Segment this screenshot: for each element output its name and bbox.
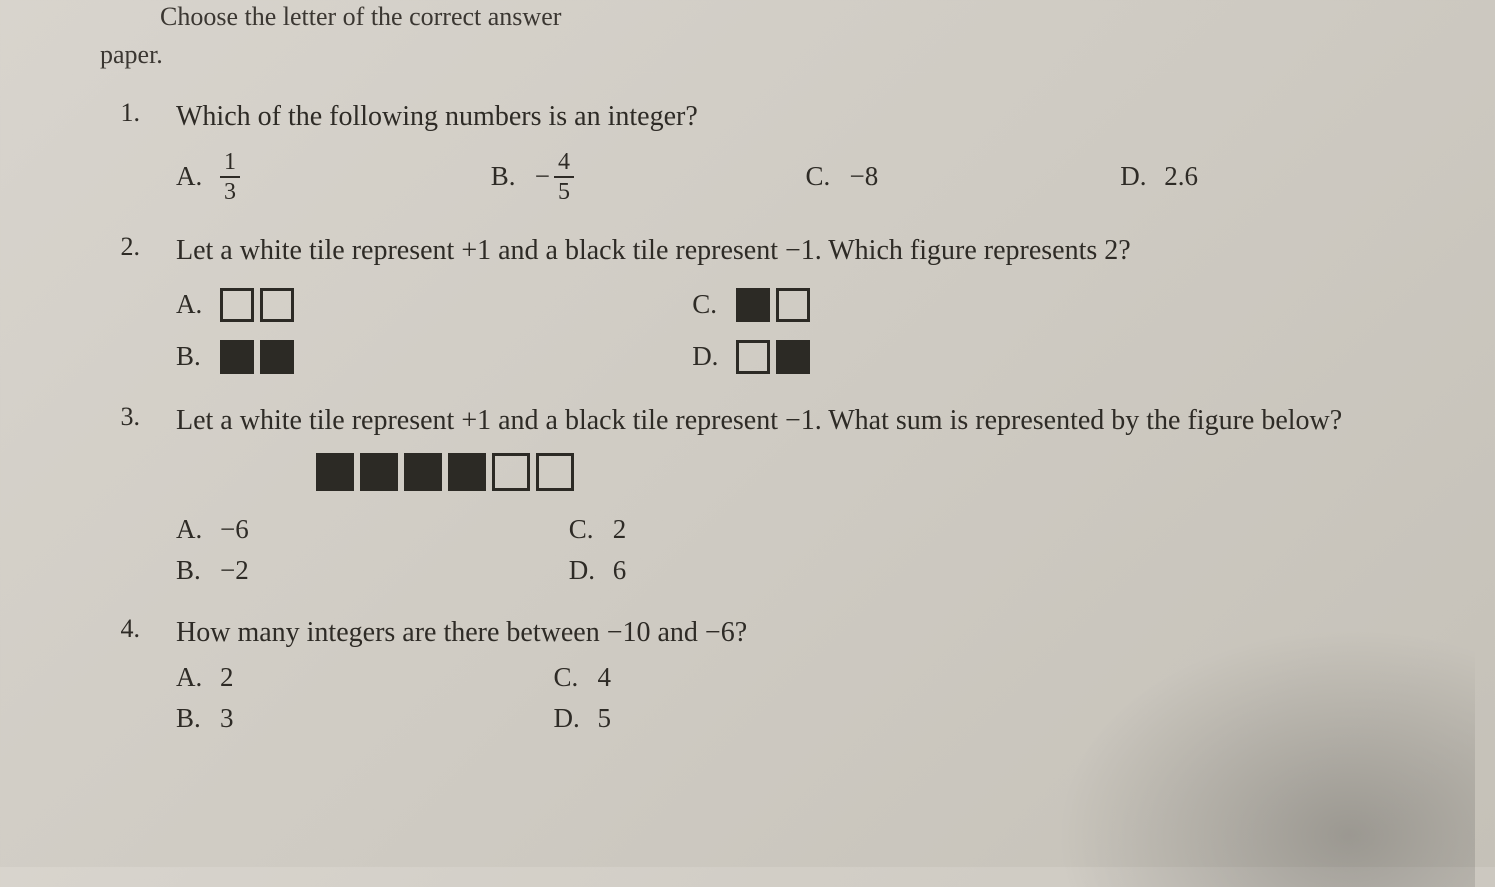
choice-c[interactable]: C. bbox=[692, 288, 1208, 322]
choice-value: 6 bbox=[613, 555, 627, 586]
question-text: Let a white tile represent +1 and a blac… bbox=[176, 402, 1435, 440]
instructions-line1: Choose the letter of the correct answer bbox=[160, 0, 1435, 32]
choice-value: 5 bbox=[598, 703, 612, 734]
choice-letter: A. bbox=[176, 514, 206, 545]
choices-col-left: A. −6 B. −2 bbox=[176, 514, 249, 586]
choice-letter: B. bbox=[176, 341, 206, 372]
choice-d[interactable]: D. 2.6 bbox=[1120, 150, 1435, 204]
choice-letter: B. bbox=[176, 555, 206, 586]
choices-columns: A. −6 B. −2 C. 2 D. 6 bbox=[176, 514, 1435, 586]
question-number: 4. bbox=[100, 614, 140, 734]
choice-letter: C. bbox=[569, 514, 599, 545]
choices-col-left: A. 2 B. 3 bbox=[176, 662, 234, 734]
choice-value: 2 bbox=[220, 662, 234, 693]
fraction-icon: 4 5 bbox=[554, 150, 574, 204]
white-tile-icon bbox=[260, 288, 294, 322]
black-tile-icon bbox=[360, 453, 398, 491]
choice-letter: A. bbox=[176, 161, 206, 192]
choice-c[interactable]: C. 4 bbox=[554, 662, 612, 693]
black-tile-icon bbox=[448, 453, 486, 491]
question-3: 3. Let a white tile represent +1 and a b… bbox=[100, 402, 1435, 587]
tile-group bbox=[736, 340, 810, 374]
choices-grid: A. C. B. D. bbox=[176, 288, 1208, 374]
choice-b[interactable]: B. −2 bbox=[176, 555, 249, 586]
fraction-denominator: 3 bbox=[220, 176, 240, 204]
fraction-numerator: 4 bbox=[554, 150, 574, 176]
choice-c[interactable]: C. 2 bbox=[569, 514, 627, 545]
choice-value: −2 bbox=[220, 555, 249, 586]
choice-letter: D. bbox=[692, 341, 722, 372]
question-number: 1. bbox=[100, 98, 140, 204]
choice-b[interactable]: B. − 4 5 bbox=[491, 150, 806, 204]
white-tile-icon bbox=[736, 340, 770, 374]
choice-letter: C. bbox=[692, 289, 722, 320]
white-tile-icon bbox=[220, 288, 254, 322]
question-body: Let a white tile represent +1 and a blac… bbox=[176, 402, 1435, 587]
question-number: 2. bbox=[100, 232, 140, 374]
choices-columns: A. 2 B. 3 C. 4 D. 5 bbox=[176, 662, 1435, 734]
tile-group bbox=[736, 288, 810, 322]
choice-letter: B. bbox=[176, 703, 206, 734]
choice-value: 2.6 bbox=[1164, 161, 1198, 192]
choice-d[interactable]: D. 5 bbox=[554, 703, 612, 734]
worksheet-page: Choose the letter of the correct answer … bbox=[100, 0, 1435, 867]
instructions-line2: paper. bbox=[100, 40, 1435, 70]
negative-fraction: − 4 5 bbox=[535, 150, 574, 204]
choice-letter: A. bbox=[176, 289, 206, 320]
fraction-denominator: 5 bbox=[554, 176, 574, 204]
tile-group bbox=[316, 453, 574, 491]
choice-b[interactable]: B. bbox=[176, 340, 692, 374]
choice-value: 4 bbox=[598, 662, 612, 693]
minus-sign: − bbox=[535, 161, 550, 192]
black-tile-icon bbox=[220, 340, 254, 374]
question-text: Let a white tile represent +1 and a blac… bbox=[176, 232, 1435, 270]
black-tile-icon bbox=[260, 340, 294, 374]
white-tile-icon bbox=[492, 453, 530, 491]
white-tile-icon bbox=[776, 288, 810, 322]
choice-a[interactable]: A. 2 bbox=[176, 662, 234, 693]
choices-col-right: C. 4 D. 5 bbox=[554, 662, 612, 734]
choice-b[interactable]: B. 3 bbox=[176, 703, 234, 734]
choices-row: A. 1 3 B. − 4 5 bbox=[176, 150, 1435, 204]
choice-letter: C. bbox=[806, 161, 836, 192]
choice-a[interactable]: A. −6 bbox=[176, 514, 249, 545]
tile-group bbox=[220, 340, 294, 374]
choice-letter: C. bbox=[554, 662, 584, 693]
question-body: How many integers are there between −10 … bbox=[176, 614, 1435, 734]
choice-letter: A. bbox=[176, 662, 206, 693]
choice-a[interactable]: A. bbox=[176, 288, 692, 322]
question-1: 1. Which of the following numbers is an … bbox=[100, 98, 1435, 204]
choice-letter: D. bbox=[1120, 161, 1150, 192]
question-2: 2. Let a white tile represent +1 and a b… bbox=[100, 232, 1435, 374]
tile-group bbox=[220, 288, 294, 322]
choice-value: 3 bbox=[220, 703, 234, 734]
choice-value: −8 bbox=[850, 161, 879, 192]
choice-a[interactable]: A. 1 3 bbox=[176, 150, 491, 204]
black-tile-icon bbox=[404, 453, 442, 491]
choice-d[interactable]: D. bbox=[692, 340, 1208, 374]
figure-tiles bbox=[316, 453, 1435, 496]
choice-value: 2 bbox=[613, 514, 627, 545]
choice-letter: D. bbox=[554, 703, 584, 734]
choice-value: −6 bbox=[220, 514, 249, 545]
choice-letter: D. bbox=[569, 555, 599, 586]
choices-col-right: C. 2 D. 6 bbox=[569, 514, 627, 586]
question-body: Which of the following numbers is an int… bbox=[176, 98, 1435, 204]
black-tile-icon bbox=[736, 288, 770, 322]
black-tile-icon bbox=[316, 453, 354, 491]
question-4: 4. How many integers are there between −… bbox=[100, 614, 1435, 734]
question-number: 3. bbox=[100, 402, 140, 587]
question-body: Let a white tile represent +1 and a blac… bbox=[176, 232, 1435, 374]
fraction-numerator: 1 bbox=[220, 150, 240, 176]
choice-c[interactable]: C. −8 bbox=[806, 150, 1121, 204]
black-tile-icon bbox=[776, 340, 810, 374]
question-text: Which of the following numbers is an int… bbox=[176, 98, 1435, 136]
fraction-icon: 1 3 bbox=[220, 150, 240, 204]
question-text: How many integers are there between −10 … bbox=[176, 614, 1435, 652]
choice-d[interactable]: D. 6 bbox=[569, 555, 627, 586]
white-tile-icon bbox=[536, 453, 574, 491]
choice-letter: B. bbox=[491, 161, 521, 192]
